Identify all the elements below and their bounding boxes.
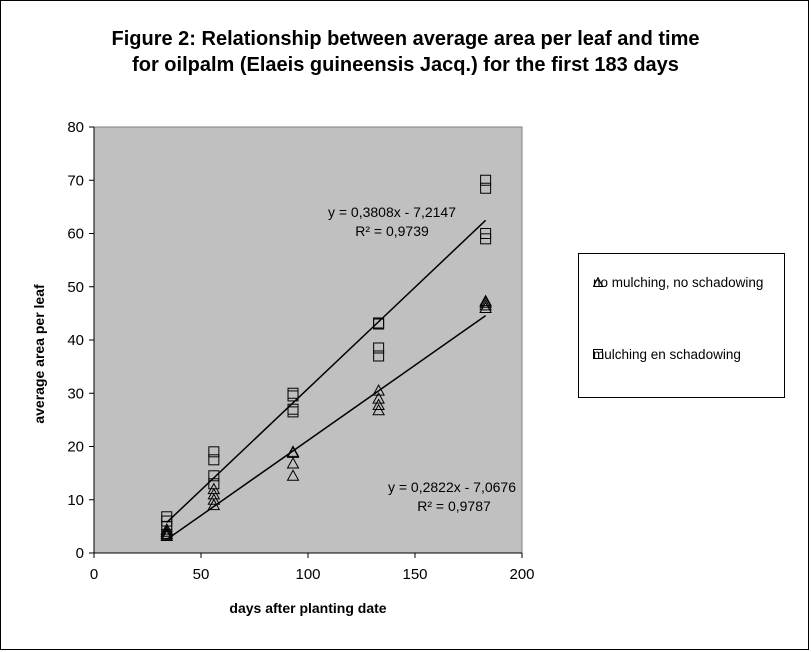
- data-point-triangle: [160, 527, 174, 539]
- x-axis-title: days after planting date: [229, 600, 386, 616]
- x-tick-label: 150: [402, 566, 427, 583]
- y-tick-label: 30: [67, 385, 84, 402]
- data-point-triangle: [372, 398, 385, 410]
- data-point-triangle: [479, 296, 492, 308]
- trendline-equation: y = 0,3808x - 7,2147: [328, 204, 456, 220]
- chart-title: Figure 2: Relationship between average a…: [0, 26, 811, 78]
- y-tick-label: 0: [76, 545, 84, 562]
- x-tick-label: 50: [193, 566, 210, 583]
- y-tick-label: 50: [67, 279, 84, 296]
- square-marker-icon: [593, 349, 603, 359]
- data-point-square: [373, 350, 385, 362]
- data-point-square: [480, 182, 492, 194]
- data-point-square: [161, 528, 173, 540]
- y-tick-label: 70: [67, 172, 84, 189]
- data-point-square: [208, 446, 220, 458]
- data-point-square: [208, 478, 220, 490]
- triangle-marker-icon: [593, 277, 603, 287]
- trendline-equation: y = 0,2822x - 7,0676: [388, 479, 516, 495]
- x-tick-label: 200: [509, 566, 534, 583]
- trendline: [166, 219, 487, 524]
- data-point-triangle: [286, 457, 300, 469]
- y-tick-label: 80: [67, 119, 84, 136]
- legend-item-no-mulching: no mulching, no schadowing: [593, 274, 768, 291]
- trendline: [166, 315, 487, 541]
- legend-label-no-mulching: no mulching, no schadowing: [593, 275, 764, 290]
- data-point-square: [208, 454, 220, 466]
- y-tick-label: 20: [67, 439, 84, 456]
- y-tick-label: 40: [67, 332, 84, 349]
- data-point-triangle: [286, 446, 300, 458]
- data-point-square: [287, 403, 299, 415]
- data-point-square: [287, 387, 299, 399]
- x-tick-label: 0: [90, 566, 98, 583]
- data-point-square: [480, 228, 492, 239]
- data-point-triangle: [372, 392, 385, 404]
- data-point-triangle: [372, 384, 385, 396]
- data-point-square: [480, 174, 492, 186]
- data-point-triangle: [479, 298, 492, 311]
- chart-legend: no mulching, no schadowing mulching en s…: [578, 253, 785, 398]
- legend-item-mulching: mulching en schadowing: [593, 346, 768, 363]
- data-point-triangle: [286, 469, 300, 481]
- data-point-triangle: [479, 294, 492, 307]
- data-point-square: [373, 317, 385, 329]
- y-tick-label: 60: [67, 226, 84, 243]
- chart-title-line-2: for oilpalm (Elaeis guineensis Jacq.) fo…: [132, 54, 679, 76]
- x-tick-label: 100: [295, 566, 320, 583]
- data-point-square: [373, 342, 385, 354]
- data-point-triangle: [160, 529, 174, 541]
- data-point-square: [208, 470, 220, 482]
- trendline-r-squared: R² = 0,9787: [417, 498, 491, 514]
- data-point-triangle: [286, 445, 300, 457]
- legend-label-mulching: mulching en schadowing: [593, 347, 741, 362]
- y-axis-title: average area per leaf: [31, 284, 47, 424]
- data-point-square: [161, 511, 173, 523]
- y-tick-label: 10: [67, 492, 84, 509]
- chart-title-line-1: Figure 2: Relationship between average a…: [111, 28, 700, 50]
- trendline-r-squared: R² = 0,9739: [355, 223, 429, 239]
